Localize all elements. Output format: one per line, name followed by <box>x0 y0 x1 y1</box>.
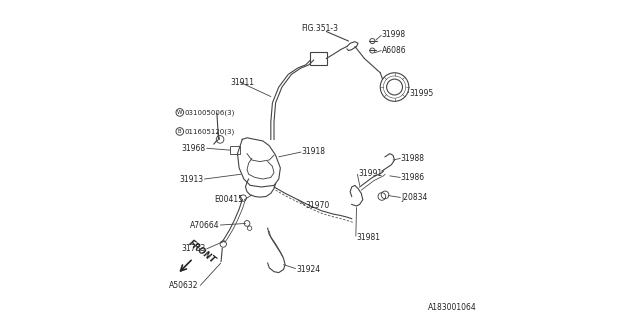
Text: 31995: 31995 <box>410 89 434 98</box>
Text: FRONT: FRONT <box>187 238 218 265</box>
Text: A50632: A50632 <box>170 281 199 290</box>
Text: 31970: 31970 <box>306 202 330 211</box>
Text: 011605120(3): 011605120(3) <box>184 128 235 135</box>
Text: A183001064: A183001064 <box>428 303 477 312</box>
Text: A6086: A6086 <box>382 46 406 55</box>
Text: 31998: 31998 <box>382 30 406 39</box>
Text: E00415: E00415 <box>214 195 243 204</box>
Text: 31988: 31988 <box>401 154 425 163</box>
Text: 31968: 31968 <box>181 144 205 153</box>
Text: 31981: 31981 <box>356 233 381 242</box>
Text: 31733: 31733 <box>181 244 205 253</box>
Text: FIG.351-3: FIG.351-3 <box>301 24 339 33</box>
FancyBboxPatch shape <box>230 146 241 154</box>
Text: 31918: 31918 <box>301 147 325 156</box>
Text: 31991: 31991 <box>358 169 382 178</box>
Text: 31924: 31924 <box>296 265 321 274</box>
Text: W: W <box>177 110 182 115</box>
Text: 31911: 31911 <box>230 78 255 87</box>
Text: J20834: J20834 <box>401 193 428 202</box>
Text: 31986: 31986 <box>401 173 425 182</box>
Text: A70664: A70664 <box>190 220 220 229</box>
Text: B: B <box>178 129 182 134</box>
Text: 31913: 31913 <box>179 174 204 184</box>
Text: 031005006(3): 031005006(3) <box>184 109 235 116</box>
FancyBboxPatch shape <box>310 52 327 66</box>
